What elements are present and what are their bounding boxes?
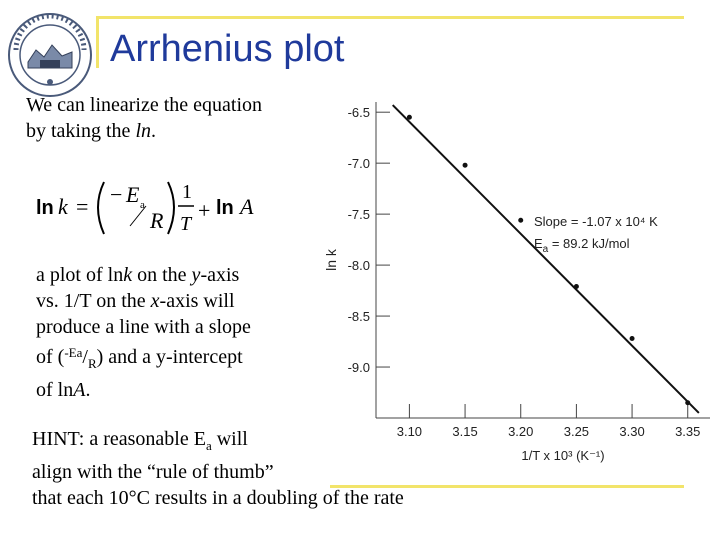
hint-line-2: align with the “rule of thumb” [32, 461, 274, 483]
activation-energy-annotation: Ea = 89.2 kJ/mol [534, 236, 630, 255]
explanation-line-2: vs. 1/T on the x-axis will [36, 290, 235, 312]
y-tick-label: -8.0 [348, 258, 370, 273]
explanation-line-1: a plot of lnk on the y-axis [36, 264, 240, 286]
intro-line-1: We can linearize the equation [26, 94, 263, 116]
svg-text:+: + [198, 198, 210, 223]
svg-text:a: a [140, 199, 145, 211]
y-tick-label: -8.5 [348, 309, 370, 324]
slope-annotation: Slope = -1.07 x 10⁴ K [534, 214, 658, 229]
explanation-line-4: of (-Ea/R) and a y-intercept [36, 345, 243, 371]
hint-text: HINT: a reasonable Ea will align with th… [32, 426, 492, 511]
hint-line-3: that each 10°C results in a doubling of … [32, 487, 404, 509]
data-point [629, 335, 635, 341]
svg-text:T: T [180, 213, 193, 235]
svg-text:A: A [238, 194, 254, 219]
y-axis-label: ln k [323, 248, 339, 271]
y-tick-label: -6.5 [348, 105, 370, 120]
svg-text:E: E [125, 182, 140, 207]
x-tick-label: 3.20 [508, 424, 533, 439]
intro-text: We can linearize the equation by taking … [26, 92, 326, 144]
svg-text:−: − [110, 182, 122, 207]
explanation-line-5: of lnA. [36, 379, 91, 401]
data-point [406, 114, 412, 120]
svg-text:k: k [58, 194, 69, 219]
x-tick-label: 3.35 [675, 424, 700, 439]
arrhenius-linear-equation: ln k = − E a R 1 T + ln A [36, 181, 254, 235]
accent-vertical-line [96, 16, 99, 68]
university-seal-logo [8, 13, 92, 97]
accent-top-line [96, 16, 684, 19]
x-tick-label: 3.25 [564, 424, 589, 439]
data-point [685, 400, 691, 406]
svg-text:R: R [149, 208, 164, 233]
explanation-line-3: produce a line with a slope [36, 316, 251, 338]
arrhenius-chart: -6.5 -7.0 -7.5 -8.0 -8.5 -9.0 3.10 3.15 3.20 3.25… [323, 102, 710, 463]
fit-line [391, 104, 700, 414]
explanation-text: a plot of lnk on the y-axis vs. 1/T on t… [36, 262, 306, 403]
y-tick-label: -9.0 [348, 360, 370, 375]
intro-line-2: by taking the ln. [26, 120, 156, 142]
data-point [573, 284, 579, 290]
hint-line-1: HINT: a reasonable Ea will [32, 428, 248, 453]
slide-title: Arrhenius plot [110, 28, 345, 70]
y-tick-label: -7.5 [348, 207, 370, 222]
data-point [462, 162, 468, 168]
x-axis-label: 1/T x 10³ (K⁻¹) [521, 448, 604, 463]
x-tick-label: 3.30 [619, 424, 644, 439]
svg-text:1: 1 [182, 181, 192, 203]
svg-text:=: = [76, 194, 88, 219]
svg-text:ln: ln [36, 197, 54, 219]
y-tick-label: -7.0 [348, 156, 370, 171]
svg-text:ln: ln [216, 197, 234, 219]
x-tick-label: 3.15 [452, 424, 477, 439]
x-tick-label: 3.10 [397, 424, 422, 439]
data-point [518, 217, 524, 223]
accent-bottom-line [330, 485, 684, 488]
